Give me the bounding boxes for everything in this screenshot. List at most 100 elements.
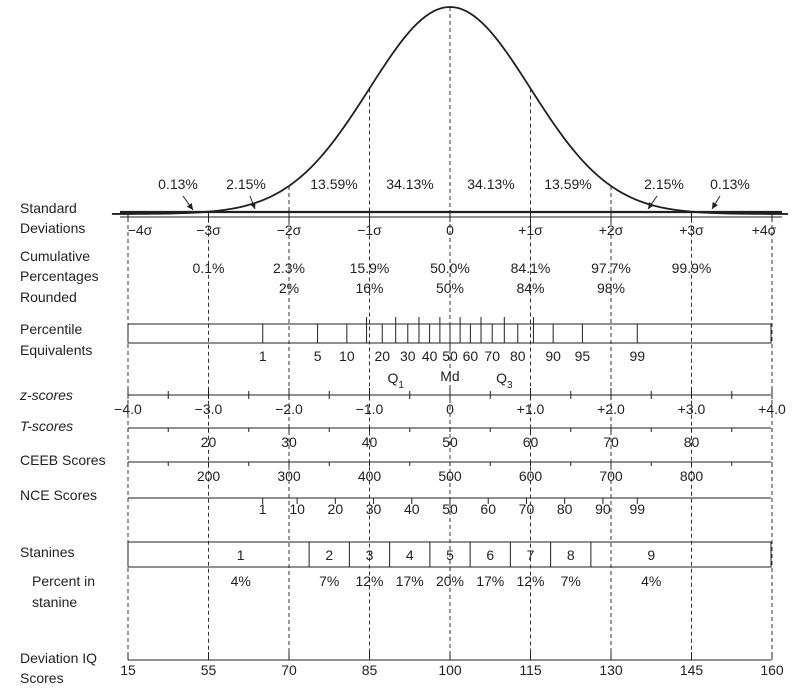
iq-label: 85 [362,662,378,678]
stanine-percent-label: 12% [516,573,544,589]
tscore-label: 80 [684,434,700,450]
row-label-scores: Scores [20,670,64,686]
percentile-label: 40 [422,348,438,364]
area-percentage-label: 34.13% [386,176,433,192]
area-percentage-label: 2.15% [644,176,684,192]
cumulative-exact-label: 2.3% [273,260,305,276]
ceeb-label: 500 [438,468,462,484]
area-arrowhead [186,203,193,210]
row-label-cumulative: Cumulative [20,248,90,264]
sigma-label: 0 [446,222,454,238]
sigma-label: +3σ [679,222,704,238]
sigma-label: −3σ [196,222,221,238]
percentile-label: 10 [339,348,355,364]
iq-label: 160 [760,662,784,678]
median-label: Md [440,368,459,384]
row-label-stanines: Stanines [20,544,74,560]
row-label-percentages: Percentages [20,268,99,284]
nce-label: 40 [404,501,420,517]
row-label-standard: Standard [20,200,77,216]
stanine-percent-label: 17% [396,573,424,589]
row-label-tscores: T-scores [20,418,73,434]
nce-label: 70 [519,501,535,517]
scale-axes [120,195,782,661]
tscore-label: 40 [362,434,378,450]
iq-label: 100 [438,662,462,678]
cumulative-rounded-label: 98% [597,280,625,296]
percentile-label: 60 [463,348,479,364]
cumulative-rounded-label: 84% [516,280,544,296]
iq-label: 145 [680,662,704,678]
cumulative-exact-label: 84.1% [511,260,551,276]
row-label-deviations: Deviations [20,220,85,236]
zscore-label: −1.0 [356,401,384,417]
stanine-label: 1 [237,547,245,563]
cumulative-exact-label: 97.7% [591,260,631,276]
stanine-percent-label: 7% [319,573,339,589]
percentile-label: 90 [545,348,561,364]
area-arrowhead [249,202,256,209]
percentile-label: 50 [442,348,458,364]
percentile-label: 99 [629,348,645,364]
percentile-label: 5 [314,348,322,364]
stanine-label: 4 [406,547,414,563]
cumulative-exact-label: 50.0% [430,260,470,276]
area-percentage-label: 0.13% [710,176,750,192]
stanine-label: 6 [486,547,494,563]
zscore-label: −3.0 [195,401,223,417]
iq-label: 55 [201,662,217,678]
iq-label: 115 [519,662,542,678]
nce-label: 1 [259,501,267,517]
stanine-percent-label: 4% [231,573,251,589]
stanine-percent-label: 20% [436,573,464,589]
stanine-percent-label: 7% [561,573,581,589]
sigma-label: −2σ [277,222,302,238]
ceeb-label: 400 [358,468,382,484]
tscore-label: 30 [281,434,297,450]
stanine-label: 9 [647,547,655,563]
cumulative-rounded-label: 50% [436,280,464,296]
nce-label: 30 [366,501,382,517]
area-arrowhead [712,202,718,209]
tscore-label: 20 [201,434,217,450]
stanine-percent-label: 4% [641,573,661,589]
iq-label: 70 [281,662,297,678]
cumulative-rounded-label: 2% [279,280,299,296]
cumulative-exact-label: 99.9% [672,260,712,276]
stanine-label: 7 [527,547,535,563]
row-label-ceeb: CEEB Scores [20,452,106,468]
iq-label: 15 [120,662,136,678]
percentile-label: 70 [484,348,500,364]
sigma-label: +1σ [518,222,543,238]
zscore-label: 0 [446,401,454,417]
nce-label: 90 [595,501,611,517]
iq-label: 130 [599,662,623,678]
area-percentage-label: 13.59% [544,176,591,192]
stanine-label: 5 [446,547,454,563]
percentile-label: 95 [575,348,591,364]
nce-label: 80 [557,501,573,517]
ceeb-label: 300 [277,468,301,484]
area-percentage-label: 0.13% [158,176,198,192]
percentile-label: 20 [374,348,390,364]
q1-label: Q1 [387,370,404,391]
row-label-equivalents: Equivalents [20,342,92,358]
zscore-label: +3.0 [678,401,706,417]
row-label-stanine: stanine [32,594,77,610]
cumulative-rounded-label: 16% [355,280,383,296]
nce-label: 60 [480,501,496,517]
row-label-nce: NCE Scores [20,487,97,503]
stanine-percent-label: 17% [476,573,504,589]
sigma-label: −4σ [128,222,153,238]
nce-label: 50 [442,501,458,517]
zscore-label: −2.0 [275,401,303,417]
q1-subscript: 1 [398,380,404,391]
zscore-label: +4.0 [758,401,786,417]
stanine-label: 3 [366,547,374,563]
sigma-label: +2σ [599,222,624,238]
area-percentage-label: 2.15% [226,176,266,192]
nce-label: 99 [630,501,646,517]
zscore-label: −4.0 [114,401,142,417]
percentile-label: 1 [259,348,267,364]
sigma-label: −1σ [357,222,382,238]
